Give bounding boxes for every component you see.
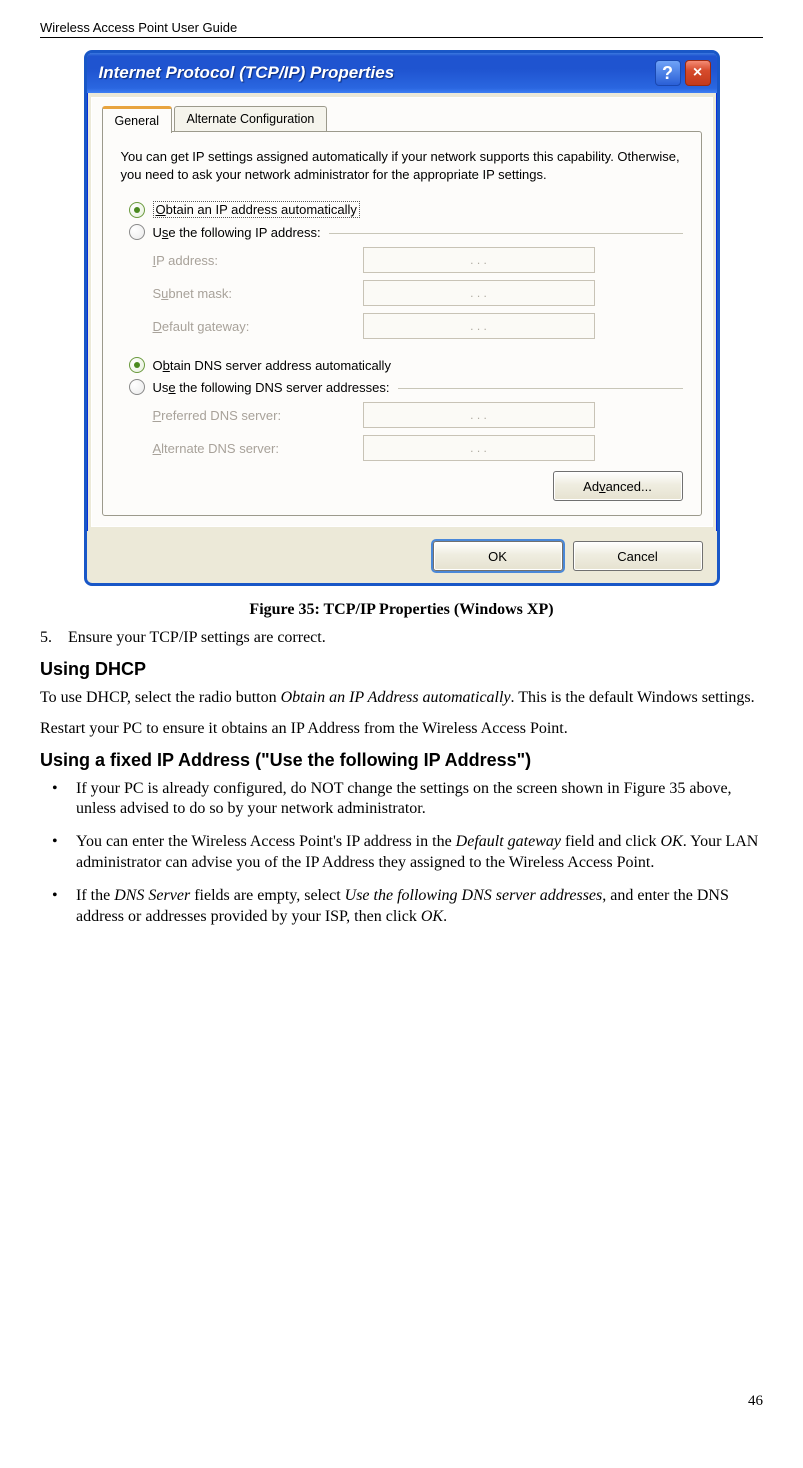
radio-ip-static-label: Usse the following IP address:e the foll… (153, 225, 321, 240)
bullet-3: If the DNS Server fields are empty, sele… (40, 886, 763, 928)
input-preferred-dns: . . . (363, 402, 595, 428)
radio-checked-icon (129, 357, 145, 373)
groupbox-line (398, 388, 683, 389)
label-alternate-dns: Alternate DNS server: (153, 441, 363, 456)
tab-alternate[interactable]: Alternate Configuration (174, 106, 328, 131)
titlebar-buttons: ? × (655, 60, 711, 86)
radio-dns-static-label: Use the following DNS server addresses: (153, 380, 390, 395)
step-5: 5.Ensure your TCP/IP settings are correc… (40, 629, 763, 647)
dialog-footer: OK Cancel (87, 531, 717, 583)
radio-ip-static[interactable]: Usse the following IP address:e the foll… (129, 224, 683, 240)
label-subnet-mask: Subnet mask: (153, 286, 363, 301)
intro-text: You can get IP settings assigned automat… (121, 148, 683, 183)
input-ip-address: . . . (363, 247, 595, 273)
figure-caption: Figure 35: TCP/IP Properties (Windows XP… (40, 601, 763, 619)
heading-using-dhcp: Using DHCP (40, 659, 763, 680)
bullet-1: If your PC is already configured, do NOT… (40, 779, 763, 821)
step-5-number: 5. (40, 629, 68, 647)
step-5-text: Ensure your TCP/IP settings are correct. (68, 629, 326, 646)
radio-dns-auto-label: Obtain DNS server address automatically (153, 358, 391, 373)
field-ip-address: IP address: . . . (153, 247, 683, 273)
input-alternate-dns: . . . (363, 435, 595, 461)
radio-checked-icon (129, 202, 145, 218)
heading-fixed-ip: Using a fixed IP Address ("Use the follo… (40, 750, 763, 771)
para-dhcp-2: Restart your PC to ensure it obtains an … (40, 719, 763, 740)
close-icon[interactable]: × (685, 60, 711, 86)
tab-general[interactable]: General (102, 106, 172, 133)
dns-fields-block: Preferred DNS server: . . . Alternate DN… (153, 402, 683, 461)
para-dhcp-1: To use DHCP, select the radio button Obt… (40, 688, 763, 709)
label-ip-address: IP address: (153, 253, 363, 268)
radio-unchecked-icon (129, 224, 145, 240)
advanced-button[interactable]: Advanced... (553, 471, 683, 501)
label-default-gateway: Default gateway: (153, 319, 363, 334)
cancel-button[interactable]: Cancel (573, 541, 703, 571)
page-number: 46 (748, 1393, 763, 1410)
input-subnet-mask: . . . (363, 280, 595, 306)
field-default-gateway: Default gateway: . . . (153, 313, 683, 339)
page-header: Wireless Access Point User Guide (40, 20, 763, 38)
help-icon[interactable]: ? (655, 60, 681, 86)
advanced-row: Advanced... (121, 471, 683, 501)
radio-ip-auto-label: Obtain an IP address automatically (153, 201, 360, 218)
tcpip-dialog: Internet Protocol (TCP/IP) Properties ? … (84, 50, 720, 586)
field-subnet-mask: Subnet mask: . . . (153, 280, 683, 306)
dialog-titlebar: Internet Protocol (TCP/IP) Properties ? … (87, 53, 717, 93)
radio-dns-static[interactable]: Use the following DNS server addresses: (129, 379, 683, 395)
dialog-body: General Alternate Configuration You can … (91, 97, 713, 527)
label-preferred-dns: Preferred DNS server: (153, 408, 363, 423)
field-preferred-dns: Preferred DNS server: . . . (153, 402, 683, 428)
radio-dns-auto[interactable]: Obtain DNS server address automatically (129, 357, 683, 373)
dialog-title: Internet Protocol (TCP/IP) Properties (99, 63, 395, 83)
field-alternate-dns: Alternate DNS server: . . . (153, 435, 683, 461)
bullet-list: If your PC is already configured, do NOT… (40, 779, 763, 928)
tab-panel-general: You can get IP settings assigned automat… (102, 131, 702, 516)
radio-unchecked-icon (129, 379, 145, 395)
bullet-2: You can enter the Wireless Access Point'… (40, 832, 763, 874)
tabs-row: General Alternate Configuration (102, 106, 702, 132)
groupbox-line (329, 233, 683, 234)
ok-button[interactable]: OK (433, 541, 563, 571)
radio-ip-auto[interactable]: Obtain an IP address automatically (129, 201, 683, 218)
input-default-gateway: . . . (363, 313, 595, 339)
figure-wrap: Internet Protocol (TCP/IP) Properties ? … (40, 50, 763, 619)
ip-fields-block: IP address: . . . Subnet mask: . . . Def… (153, 247, 683, 339)
